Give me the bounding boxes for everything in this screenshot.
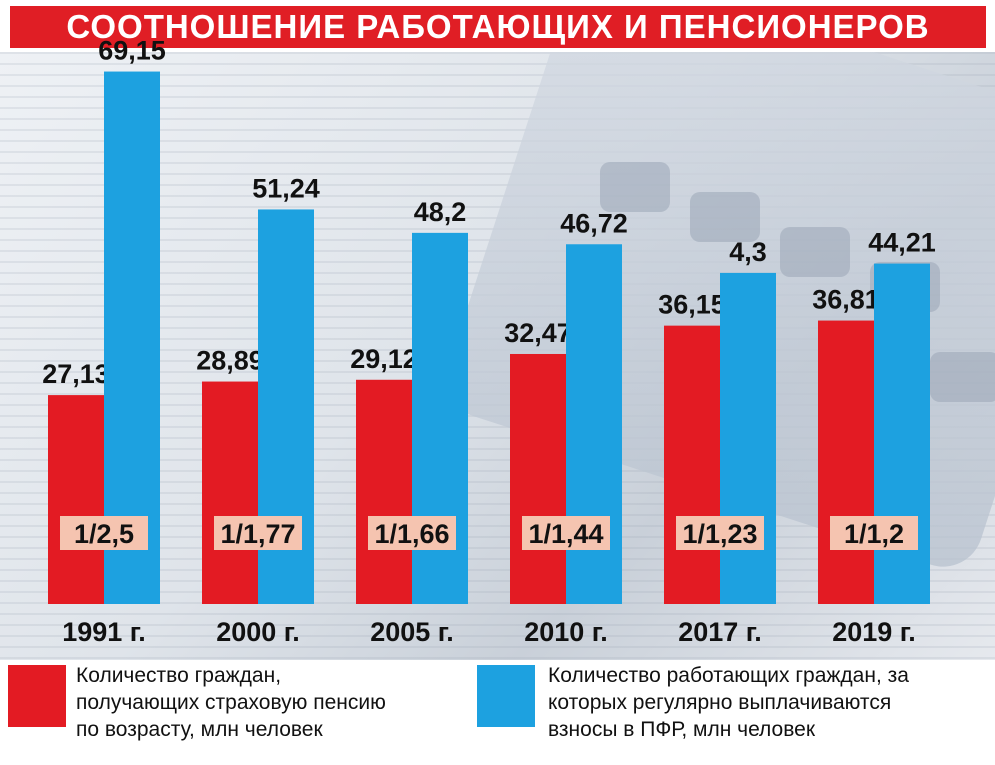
ratio-label: 1/1,23 (682, 519, 757, 549)
calculator-key (780, 227, 850, 277)
calculator-key (930, 352, 995, 402)
data-label: 48,2 (414, 197, 467, 227)
calculator-key (690, 192, 760, 242)
bar-pensioners (202, 381, 258, 604)
ratio-label: 1/1,2 (844, 519, 904, 549)
bar-pensioners (48, 395, 104, 604)
ratio-label: 1/1,44 (528, 519, 603, 549)
legend-label-workers: Количество работающих граждан, за которы… (548, 662, 909, 743)
legend-line: Количество граждан, (76, 664, 282, 687)
bar-pensioners (510, 353, 566, 604)
ratio-badge (368, 516, 456, 550)
legend-label-pensioners: Количество граждан, получающих страховую… (76, 662, 386, 743)
x-tick-label: 2019 г. (832, 617, 916, 647)
ratio-label: 1/2,5 (74, 519, 134, 549)
calculator-key (600, 162, 670, 212)
x-tick-label: 1991 г. (62, 617, 146, 647)
title-banner: СООТНОШЕНИЕ РАБОТАЮЩИХ И ПЕНСИОНЕРОВ (10, 6, 986, 48)
data-label: 32,47 (504, 318, 572, 348)
ratio-label: 1/1,66 (374, 519, 449, 549)
chart-title: СООТНОШЕНИЕ РАБОТАЮЩИХ И ПЕНСИОНЕРОВ (66, 8, 930, 45)
legend-swatch-pensioners (8, 665, 66, 727)
data-label: 51,24 (252, 173, 320, 203)
ratio-badge (676, 516, 764, 550)
bar-pensioners (356, 379, 412, 604)
bar-pensioners (664, 325, 720, 604)
x-tick-label: 2010 г. (524, 617, 608, 647)
ratio-badge (830, 516, 918, 550)
bar-workers (874, 263, 930, 604)
data-label: 69,15 (98, 36, 166, 66)
bar-pensioners (818, 320, 874, 604)
ratio-badge (214, 516, 302, 550)
bar-workers (104, 71, 160, 605)
legend-swatch-workers (477, 665, 535, 727)
ratio-badge (522, 516, 610, 550)
ratio-label: 1/1,77 (220, 519, 295, 549)
bar-workers (566, 244, 622, 605)
legend-line: по возрасту, млн человек (76, 718, 323, 741)
bar-workers (720, 272, 776, 604)
data-label: 44,21 (868, 228, 936, 258)
legend-line: получающих страховую пенсию (76, 691, 386, 714)
data-label: 36,81 (812, 285, 880, 315)
data-label: 4,3 (729, 237, 767, 267)
data-label: 28,89 (196, 346, 264, 376)
x-tick-label: 2005 г. (370, 617, 454, 647)
x-tick-label: 2017 г. (678, 617, 762, 647)
data-label: 27,13 (42, 359, 110, 389)
data-label: 46,72 (560, 208, 628, 238)
legend-line: которых регулярно выплачиваются (548, 691, 892, 714)
legend-line: Количество работающих граждан, за (548, 664, 909, 687)
data-label: 36,15 (658, 290, 726, 320)
x-tick-label: 2000 г. (216, 617, 300, 647)
data-label: 29,12 (350, 344, 418, 374)
legend-line: взносы в ПФР, млн человек (548, 718, 816, 741)
ratio-badge (60, 516, 148, 550)
